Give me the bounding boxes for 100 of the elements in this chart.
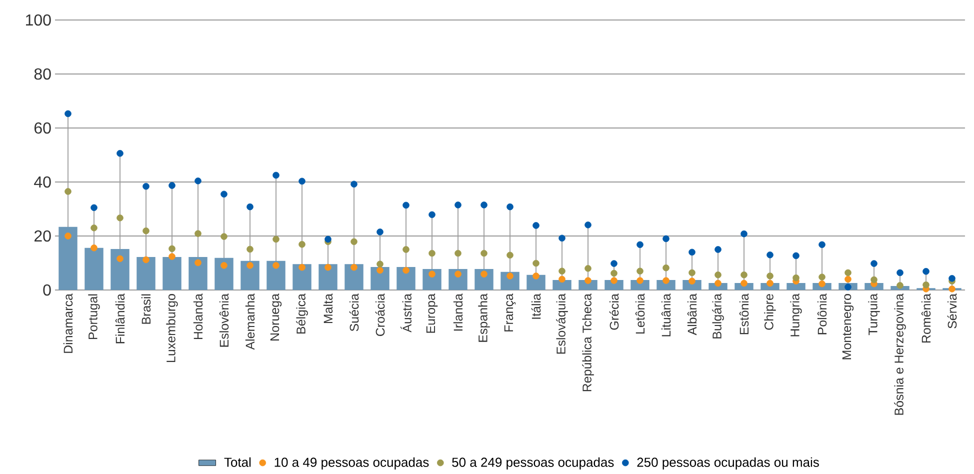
point xyxy=(506,272,514,280)
point xyxy=(896,269,904,276)
x-tick-label: Noruega xyxy=(270,294,282,340)
point xyxy=(116,150,124,157)
bar xyxy=(448,268,468,290)
point xyxy=(350,264,358,271)
point xyxy=(636,241,644,248)
point xyxy=(610,260,618,267)
bar xyxy=(344,264,364,290)
x-tick-label: Estônia xyxy=(739,294,749,334)
point xyxy=(740,271,748,278)
x-tick-label: França xyxy=(504,294,516,332)
point xyxy=(584,222,592,228)
point xyxy=(688,248,696,256)
point xyxy=(610,270,618,277)
x-tick-label: República Tcheca xyxy=(582,294,594,392)
x-tick-label: Holanda xyxy=(193,294,203,340)
point xyxy=(194,259,202,266)
bar xyxy=(136,257,156,290)
x-tick-label: Romênia xyxy=(921,294,931,343)
point xyxy=(662,235,670,242)
bar xyxy=(266,260,286,290)
point xyxy=(506,203,514,210)
point xyxy=(714,271,722,278)
legend-label: 250 pessoas ocupadas ou mais xyxy=(637,457,819,470)
point xyxy=(532,222,540,229)
point xyxy=(766,252,774,258)
point xyxy=(168,182,176,189)
point xyxy=(402,202,410,209)
bar xyxy=(552,280,572,290)
x-tick-label: Hungria xyxy=(790,294,802,336)
point xyxy=(116,255,124,262)
bar xyxy=(318,264,338,290)
point xyxy=(584,265,592,272)
y-tick-label: 100 xyxy=(26,14,51,26)
point xyxy=(90,224,98,232)
point xyxy=(558,234,566,242)
point xyxy=(922,281,930,288)
bar xyxy=(110,248,130,290)
point xyxy=(142,256,150,264)
point xyxy=(714,246,722,253)
point xyxy=(662,264,670,272)
bar xyxy=(162,257,182,290)
point xyxy=(636,268,644,274)
bar xyxy=(58,226,78,290)
point xyxy=(220,233,228,240)
point xyxy=(480,202,488,208)
point xyxy=(246,246,254,253)
point xyxy=(506,252,514,259)
point xyxy=(428,211,436,218)
x-tick-label: Bélgica xyxy=(296,294,308,334)
bar xyxy=(214,258,234,290)
point xyxy=(168,253,176,260)
point xyxy=(870,260,878,267)
x-tick-label: Grécia xyxy=(609,294,619,330)
point xyxy=(818,241,826,248)
bar xyxy=(422,268,442,290)
x-tick-label: Letônia xyxy=(635,294,645,334)
point xyxy=(584,277,592,284)
point xyxy=(480,250,488,257)
point xyxy=(454,202,462,208)
point xyxy=(64,110,72,118)
point xyxy=(220,262,228,269)
point xyxy=(532,260,540,267)
point xyxy=(376,228,384,236)
point xyxy=(246,203,254,210)
point xyxy=(324,236,332,243)
x-tick-label: Eslovênia xyxy=(219,294,229,347)
point xyxy=(402,266,410,274)
point xyxy=(532,272,540,280)
x-tick-label: Áustria xyxy=(400,294,412,332)
bar xyxy=(370,267,390,290)
point xyxy=(558,276,566,283)
point xyxy=(454,250,462,257)
point xyxy=(376,266,384,274)
x-tick-label: Portugal xyxy=(88,294,100,340)
point xyxy=(948,274,956,282)
point xyxy=(272,236,280,243)
bar xyxy=(188,257,208,290)
point xyxy=(844,269,852,276)
x-tick-label: Luxemburgo xyxy=(166,294,178,362)
x-tick-label: Itália xyxy=(531,294,541,319)
point xyxy=(350,238,358,246)
point xyxy=(168,245,176,252)
point xyxy=(90,244,98,252)
x-tick-label: Sérvia xyxy=(947,294,957,328)
point xyxy=(922,268,930,275)
x-tick-label: Espanha xyxy=(478,294,490,342)
legend-label: Total xyxy=(224,457,251,467)
point xyxy=(688,269,696,276)
point xyxy=(220,190,228,198)
point xyxy=(610,277,618,284)
y-tick-label: 80 xyxy=(34,68,51,80)
point xyxy=(116,214,124,222)
x-tick-label: Finlândia xyxy=(115,294,125,344)
x-tick-label: Eslováquia xyxy=(556,294,568,354)
point xyxy=(766,280,774,287)
x-tick-label: Lituânia xyxy=(661,294,671,336)
x-tick-label: Alemanha xyxy=(245,294,255,350)
point xyxy=(844,276,852,283)
